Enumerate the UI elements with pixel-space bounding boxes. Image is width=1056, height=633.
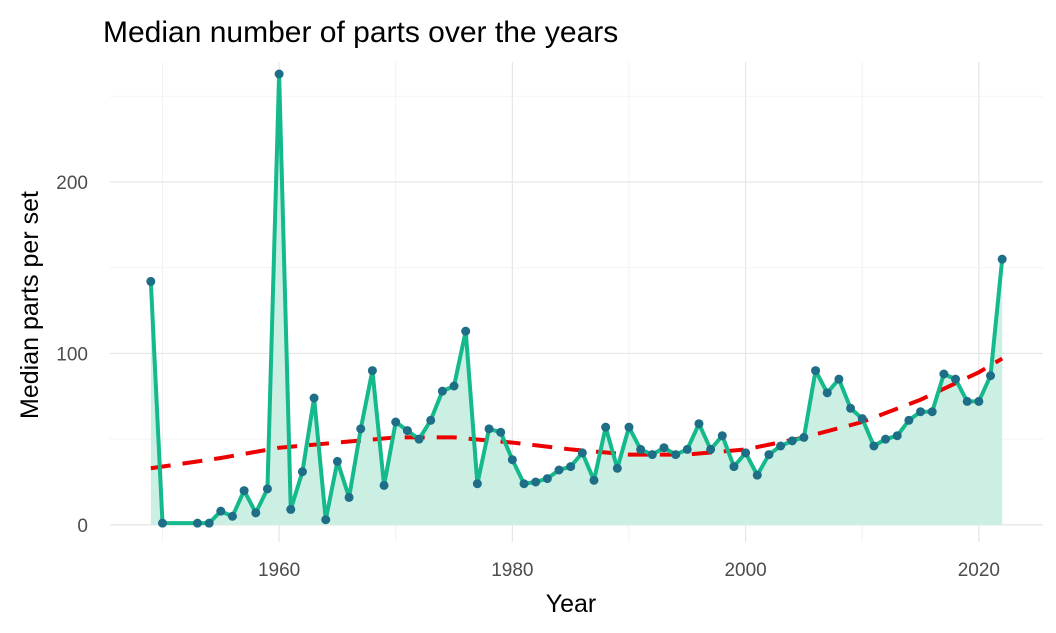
data-point — [962, 396, 972, 406]
data-point — [157, 518, 167, 528]
data-point — [274, 69, 284, 79]
data-point — [566, 462, 576, 472]
data-point — [332, 456, 342, 466]
data-point — [262, 484, 272, 494]
x-tick-label: 2020 — [958, 560, 1000, 581]
data-point — [694, 419, 704, 429]
data-point — [309, 393, 319, 403]
data-point — [391, 417, 401, 427]
data-point — [974, 396, 984, 406]
data-point — [577, 448, 587, 458]
x-tick-label: 1960 — [258, 560, 300, 581]
x-axis-ticks: 1960 1980 2000 2020 — [258, 560, 1000, 581]
data-point — [846, 403, 856, 413]
data-point — [216, 506, 226, 516]
data-point — [251, 508, 261, 518]
data-point — [939, 369, 949, 379]
data-point — [636, 444, 646, 454]
data-point — [729, 462, 739, 472]
data-point — [367, 366, 377, 376]
data-point — [472, 479, 482, 489]
data-point — [297, 467, 307, 477]
data-point — [426, 415, 436, 425]
data-point — [857, 414, 867, 424]
data-point — [834, 374, 844, 384]
data-point — [986, 371, 996, 381]
data-point — [904, 415, 914, 425]
data-point — [437, 386, 447, 396]
data-point — [554, 465, 564, 475]
data-point — [951, 374, 961, 384]
chart-title: Median number of parts over the years — [103, 16, 618, 49]
data-point — [402, 426, 412, 436]
data-point — [741, 448, 751, 458]
data-point — [192, 518, 202, 528]
series-line — [148, 72, 1005, 526]
data-points-layer — [146, 69, 1007, 528]
data-point — [227, 511, 237, 521]
data-point — [461, 326, 471, 336]
data-point — [507, 455, 517, 465]
y-tick-label: 200 — [56, 173, 88, 194]
data-point — [799, 432, 809, 442]
data-point — [671, 450, 681, 460]
data-point — [682, 444, 692, 454]
y-tick-label: 100 — [56, 344, 88, 365]
data-point — [414, 434, 424, 444]
data-point — [379, 480, 389, 490]
data-point — [519, 479, 529, 489]
data-point — [916, 407, 926, 417]
x-tick-label: 2000 — [724, 560, 766, 581]
data-point — [239, 486, 249, 496]
area-fill — [150, 74, 1003, 525]
area-fill-layer — [150, 74, 1003, 525]
data-point — [612, 463, 622, 473]
data-point — [776, 441, 786, 451]
series-line-layer — [148, 72, 1005, 526]
data-point — [706, 444, 716, 454]
data-point — [881, 434, 891, 444]
data-point — [344, 492, 354, 502]
data-point — [286, 504, 296, 514]
data-point — [589, 475, 599, 485]
data-point — [892, 431, 902, 441]
data-point — [647, 450, 657, 460]
x-tick-label: 1980 — [491, 560, 533, 581]
data-point — [717, 431, 727, 441]
data-point — [146, 276, 156, 286]
data-point — [659, 443, 669, 453]
data-point — [927, 407, 937, 417]
data-point — [531, 477, 541, 487]
data-point — [542, 474, 552, 484]
data-point — [496, 427, 506, 437]
y-axis-ticks: 0 100 200 — [56, 173, 88, 537]
data-point — [321, 515, 331, 525]
data-point — [787, 436, 797, 446]
data-point — [752, 470, 762, 480]
y-tick-label: 0 — [77, 516, 88, 537]
y-axis-title: Median parts per set — [16, 191, 44, 419]
data-point — [204, 518, 214, 528]
data-point — [449, 381, 459, 391]
data-point — [869, 441, 879, 451]
data-point — [811, 366, 821, 376]
data-point — [822, 388, 832, 398]
data-point — [601, 422, 611, 432]
data-point — [484, 424, 494, 434]
data-point — [356, 424, 366, 434]
data-point — [997, 254, 1007, 264]
x-axis-title: Year — [546, 590, 597, 618]
data-point — [624, 422, 634, 432]
data-point — [764, 450, 774, 460]
